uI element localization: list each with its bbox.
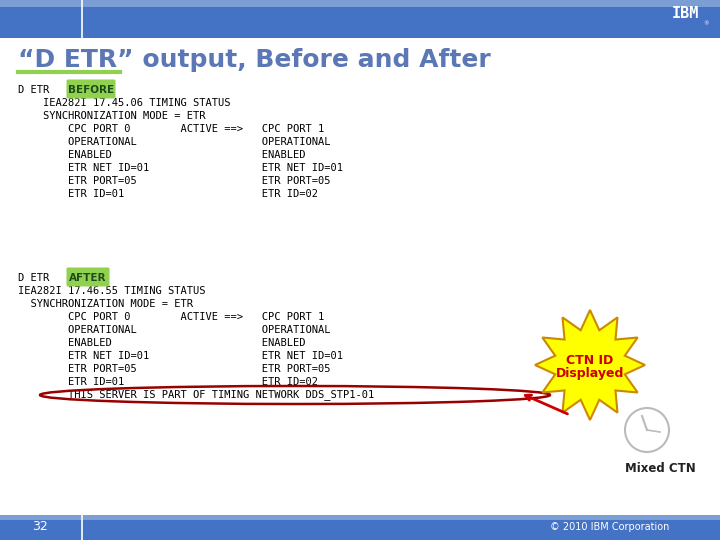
Text: D ETR: D ETR: [18, 85, 49, 95]
Text: 32: 32: [32, 521, 48, 534]
Text: ETR NET ID=01                  ETR NET ID=01: ETR NET ID=01 ETR NET ID=01: [18, 351, 343, 361]
Text: AFTER: AFTER: [69, 273, 107, 283]
Text: © 2010 IBM Corporation: © 2010 IBM Corporation: [550, 522, 670, 532]
Text: BEFORE: BEFORE: [68, 85, 114, 95]
Bar: [0, 515, 720, 540]
Bar: [0, 0, 720, 38]
Text: ETR ID=01                      ETR ID=02: ETR ID=01 ETR ID=02: [18, 377, 318, 387]
Text: OPERATIONAL                    OPERATIONAL: OPERATIONAL OPERATIONAL: [18, 137, 330, 147]
Text: ENABLED                        ENABLED: ENABLED ENABLED: [18, 338, 305, 348]
Text: Displayed: Displayed: [556, 367, 624, 380]
Text: CPC PORT 0        ACTIVE ==>   CPC PORT 1: CPC PORT 0 ACTIVE ==> CPC PORT 1: [18, 312, 324, 322]
Text: SYNCHRONIZATION MODE = ETR: SYNCHRONIZATION MODE = ETR: [18, 111, 205, 121]
Text: D ETR: D ETR: [18, 273, 49, 283]
Text: “D ETR” output, Before and After: “D ETR” output, Before and After: [18, 48, 491, 72]
Text: CTN ID: CTN ID: [567, 354, 613, 367]
Text: CPC PORT 0        ACTIVE ==>   CPC PORT 1: CPC PORT 0 ACTIVE ==> CPC PORT 1: [18, 124, 324, 134]
FancyBboxPatch shape: [66, 267, 109, 287]
Text: Mixed CTN: Mixed CTN: [625, 462, 696, 475]
Bar: [0, 0, 720, 7]
Text: THIS SERVER IS PART OF TIMING NETWORK DDS_STP1-01: THIS SERVER IS PART OF TIMING NETWORK DD…: [18, 389, 374, 401]
Text: IEA282I 17.46.55 TIMING STATUS: IEA282I 17.46.55 TIMING STATUS: [18, 286, 205, 296]
Text: ETR PORT=05                    ETR PORT=05: ETR PORT=05 ETR PORT=05: [18, 364, 330, 374]
Text: OPERATIONAL                    OPERATIONAL: OPERATIONAL OPERATIONAL: [18, 325, 330, 335]
Bar: [0, 515, 720, 520]
FancyBboxPatch shape: [66, 79, 115, 98]
Text: ETR NET ID=01                  ETR NET ID=01: ETR NET ID=01 ETR NET ID=01: [18, 163, 343, 173]
Text: ETR PORT=05                    ETR PORT=05: ETR PORT=05 ETR PORT=05: [18, 176, 330, 186]
Text: IBM: IBM: [671, 6, 698, 22]
Text: IEA282I 17.45.06 TIMING STATUS: IEA282I 17.45.06 TIMING STATUS: [18, 98, 230, 108]
Polygon shape: [535, 310, 645, 420]
Text: ETR ID=01                      ETR ID=02: ETR ID=01 ETR ID=02: [18, 189, 318, 199]
Text: ENABLED                        ENABLED: ENABLED ENABLED: [18, 150, 305, 160]
Text: ®: ®: [703, 22, 708, 26]
Text: SYNCHRONIZATION MODE = ETR: SYNCHRONIZATION MODE = ETR: [18, 299, 193, 309]
